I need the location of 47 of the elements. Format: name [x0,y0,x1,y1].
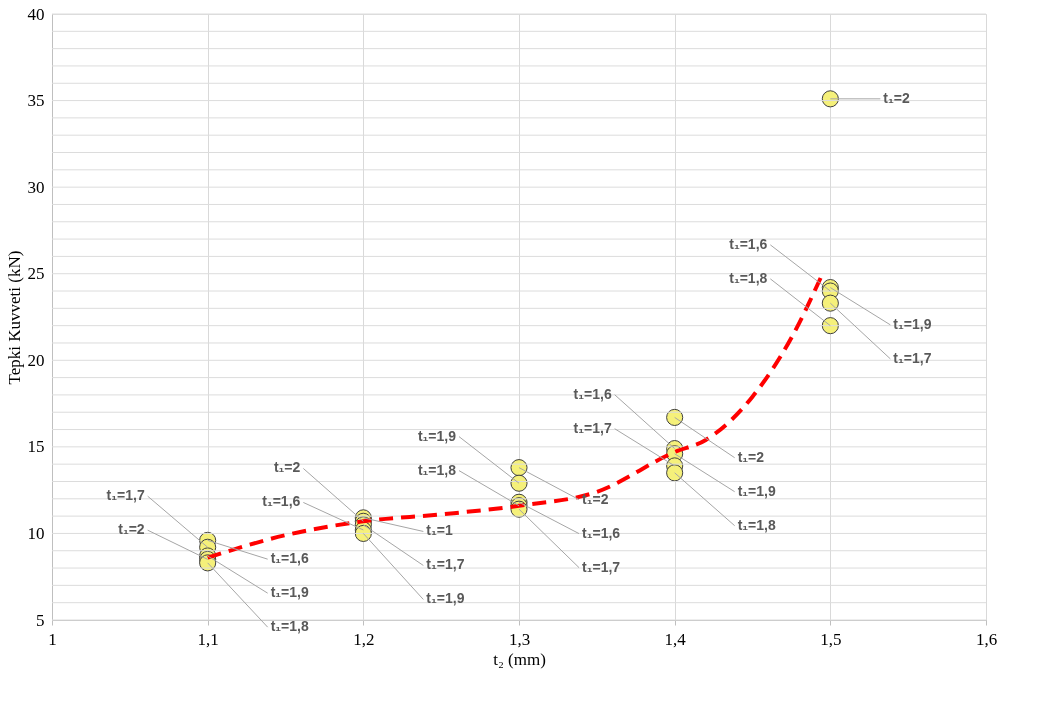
annotation: t₁=1,7 [426,556,465,573]
y-tick-label: 10 [27,523,45,543]
annotation: t₁=1,7 [893,349,932,366]
annotation: t₁=2 [273,459,301,476]
y-tick-label: 30 [27,177,45,197]
annotation: t₁=1,7 [582,558,621,575]
annotation: t₁=1,8 [737,516,776,533]
point [821,317,839,335]
annotation: t₁=1,8 [270,618,309,635]
x-tick-label: 1,6 [975,629,998,649]
point [666,464,684,482]
x-tick-label: 1,5 [820,629,842,649]
y-axis-title: Tepki Kuvveti (kN) [4,250,24,385]
y-tick-label: 35 [27,91,45,111]
annotation: t₁=2 [737,448,765,465]
point [821,294,839,312]
annotation: t₁=1,6 [729,235,768,252]
annotation: t₁=1,9 [417,427,457,444]
annotation: t₁=1,9 [270,584,309,601]
annotation: t₁=1,9 [893,315,932,332]
y-tick-label: 40 [27,4,45,24]
annotation: t₁=1 [426,522,453,539]
point [821,90,839,108]
x-tick-label: 1,1 [197,629,219,649]
annotation: t₁=1,9 [426,590,465,607]
y-tick-label: 15 [27,437,45,457]
annotation: t₁=1,6 [573,385,612,402]
annotation: t₁=1,6 [582,524,621,541]
annotation: t₁=1,9 [737,482,776,499]
annotation: t₁=1,6 [262,493,301,510]
y-tick-label: 20 [27,350,45,370]
y-tick-label: 5 [36,610,45,630]
y-tick-label: 25 [27,264,45,284]
x-tick-label: 1 [48,629,57,649]
point [666,408,684,426]
annotation: t₁=2 [118,521,145,538]
annotation: t₁=2 [582,490,609,507]
annotation: t₁=1,7 [106,487,145,504]
annotation: t₁=2 [883,89,910,106]
x-tick-label: 1,3 [508,629,531,649]
annotation: t₁=1,6 [270,550,309,567]
x-tick-label: 1,4 [664,629,687,649]
x-axis-title: t₂ (mm) [493,649,546,669]
annotation: t₁=1,7 [573,419,612,436]
annotation: t₁=1,8 [417,461,457,478]
annotation: t₁=1,8 [729,269,768,286]
x-tick-label: 1,2 [353,629,375,649]
